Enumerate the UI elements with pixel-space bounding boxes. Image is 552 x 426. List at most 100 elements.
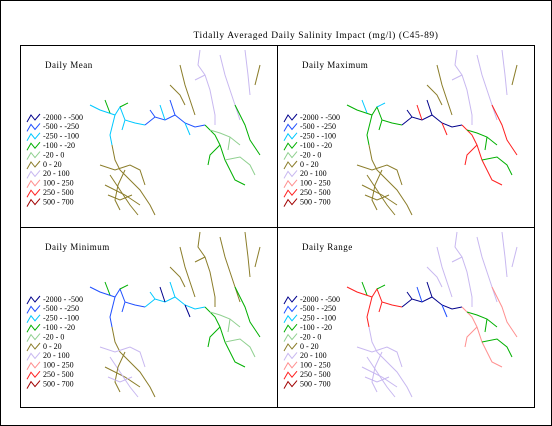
channel xyxy=(159,286,166,303)
legend-label: -250 - -100 xyxy=(43,132,79,141)
channel xyxy=(104,366,141,388)
legend-label: -2000 - -500 xyxy=(43,113,83,122)
channel xyxy=(368,144,413,216)
legend-swatch xyxy=(26,380,41,389)
channel xyxy=(441,304,448,318)
channel xyxy=(104,281,111,296)
channel xyxy=(361,366,398,388)
channel xyxy=(121,119,126,131)
channel xyxy=(144,114,206,128)
channel xyxy=(406,291,413,300)
channel xyxy=(169,266,186,288)
map-panel: Daily Mean -2000 - -500-500 - -250-250 - … xyxy=(26,49,261,216)
channel xyxy=(207,326,221,348)
legend-label: 250 - 500 xyxy=(300,188,331,197)
legend-swatch xyxy=(26,295,41,305)
channel xyxy=(491,286,518,338)
legend-label: -100 - -20 xyxy=(300,323,332,332)
channel xyxy=(224,156,256,176)
channel xyxy=(114,351,126,393)
channel xyxy=(376,102,386,108)
channel xyxy=(361,184,398,206)
channel xyxy=(114,169,126,211)
channel xyxy=(219,54,241,121)
legend-swatch xyxy=(283,333,298,342)
channel xyxy=(119,284,129,290)
channel xyxy=(436,246,453,298)
legend-swatch xyxy=(26,132,41,142)
channel xyxy=(364,194,390,201)
channel xyxy=(184,304,191,318)
legend-label: 100 - 250 xyxy=(43,179,74,188)
legend-label: -500 - -250 xyxy=(300,304,336,313)
map-panel: Daily Maximum -2000 - -500-500 - -250-250… xyxy=(283,49,518,216)
channel xyxy=(209,311,241,328)
channel xyxy=(511,246,518,268)
legend-label: 20 - 100 xyxy=(300,169,327,178)
legend-swatch xyxy=(283,314,298,324)
legend-swatch xyxy=(283,123,298,132)
channel xyxy=(169,84,186,106)
legend-swatch xyxy=(26,323,41,333)
channel xyxy=(197,231,216,307)
channel xyxy=(227,318,231,333)
channel xyxy=(484,318,488,333)
legend-label: 500 - 700 xyxy=(300,379,331,388)
channel xyxy=(481,156,513,176)
legend-label: -500 - -250 xyxy=(43,122,79,131)
legend-swatch xyxy=(283,323,298,333)
legend-label: -2000 - -500 xyxy=(300,295,340,304)
channel xyxy=(366,114,373,146)
legend-label: -20 - 0 xyxy=(300,332,321,341)
legend-swatch xyxy=(283,160,298,170)
channel xyxy=(207,144,221,166)
legend-label: 500 - 700 xyxy=(43,379,74,388)
channel xyxy=(481,338,513,358)
channel xyxy=(484,136,488,151)
channel xyxy=(366,296,373,328)
channel xyxy=(346,286,403,308)
channel xyxy=(111,326,156,398)
channel xyxy=(451,256,463,263)
panel-title: Daily Mean xyxy=(45,60,93,70)
legend-swatch xyxy=(26,160,41,170)
legend-swatch xyxy=(26,141,41,151)
legend-label: -100 - -20 xyxy=(43,141,75,150)
legend-swatch xyxy=(283,342,298,352)
panel-title: Daily Minimum xyxy=(45,242,110,252)
channel xyxy=(464,326,478,348)
legend-label: 250 - 500 xyxy=(300,370,331,379)
channel xyxy=(244,49,251,96)
channel xyxy=(194,256,206,263)
legend-label: -250 - -100 xyxy=(43,314,79,323)
channel xyxy=(104,99,111,114)
channel xyxy=(99,346,146,368)
channel xyxy=(511,64,518,86)
channel xyxy=(209,129,241,146)
legend-swatch xyxy=(283,198,298,207)
channel xyxy=(466,129,498,146)
channel xyxy=(107,376,133,383)
channel xyxy=(121,301,126,313)
legend-swatch xyxy=(26,342,41,352)
channel xyxy=(378,301,383,313)
channel xyxy=(254,64,261,86)
legend-swatch xyxy=(283,295,298,305)
channel xyxy=(204,124,246,186)
channel xyxy=(476,236,498,303)
channel xyxy=(179,64,196,116)
legend-label: -20 - 0 xyxy=(43,150,64,159)
legend-swatch xyxy=(26,188,41,198)
legend-swatch xyxy=(26,314,41,324)
channel xyxy=(149,291,156,300)
channel xyxy=(234,286,261,338)
channel xyxy=(169,281,176,298)
channel xyxy=(107,194,133,201)
channel xyxy=(89,104,146,126)
channel xyxy=(501,231,508,278)
channel xyxy=(426,99,433,116)
legend-swatch xyxy=(26,333,41,342)
channel xyxy=(476,54,498,121)
legend-label: -500 - -250 xyxy=(43,304,79,313)
